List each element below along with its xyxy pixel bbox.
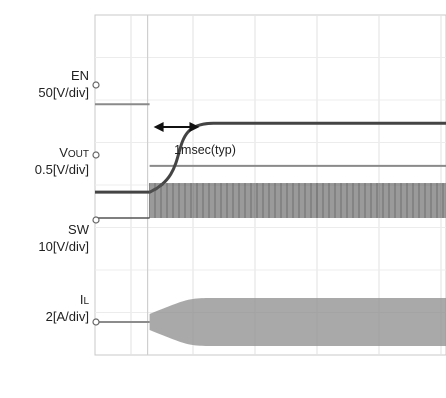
channel-label-vout: VOUT	[59, 145, 89, 160]
channel-scale-sw: 10[V/div]	[38, 239, 89, 254]
channel-scale-il: 2[A/div]	[46, 309, 89, 324]
channel-label-en: EN	[71, 68, 89, 83]
channel-label-il: IL	[80, 292, 90, 307]
trace-sw	[149, 183, 446, 218]
soft-start-time-label: 1msec(typ)	[174, 143, 236, 157]
ground-marker-sw	[92, 216, 100, 224]
channel-scale-en: 50[V/div]	[38, 85, 89, 100]
trace-il	[149, 298, 446, 346]
channel-label-sw: SW	[68, 222, 90, 237]
channel-scale-vout: 0.5[V/div]	[35, 162, 89, 177]
ground-marker-vout	[92, 151, 100, 159]
arrow-head-right	[189, 122, 200, 132]
ground-marker-en	[92, 81, 100, 89]
traces	[95, 103, 446, 346]
soft-start-annotation: 1msec(typ)	[153, 122, 236, 157]
ground-marker-il	[92, 318, 100, 326]
trace-en	[95, 103, 446, 167]
arrow-head-left	[153, 122, 164, 132]
